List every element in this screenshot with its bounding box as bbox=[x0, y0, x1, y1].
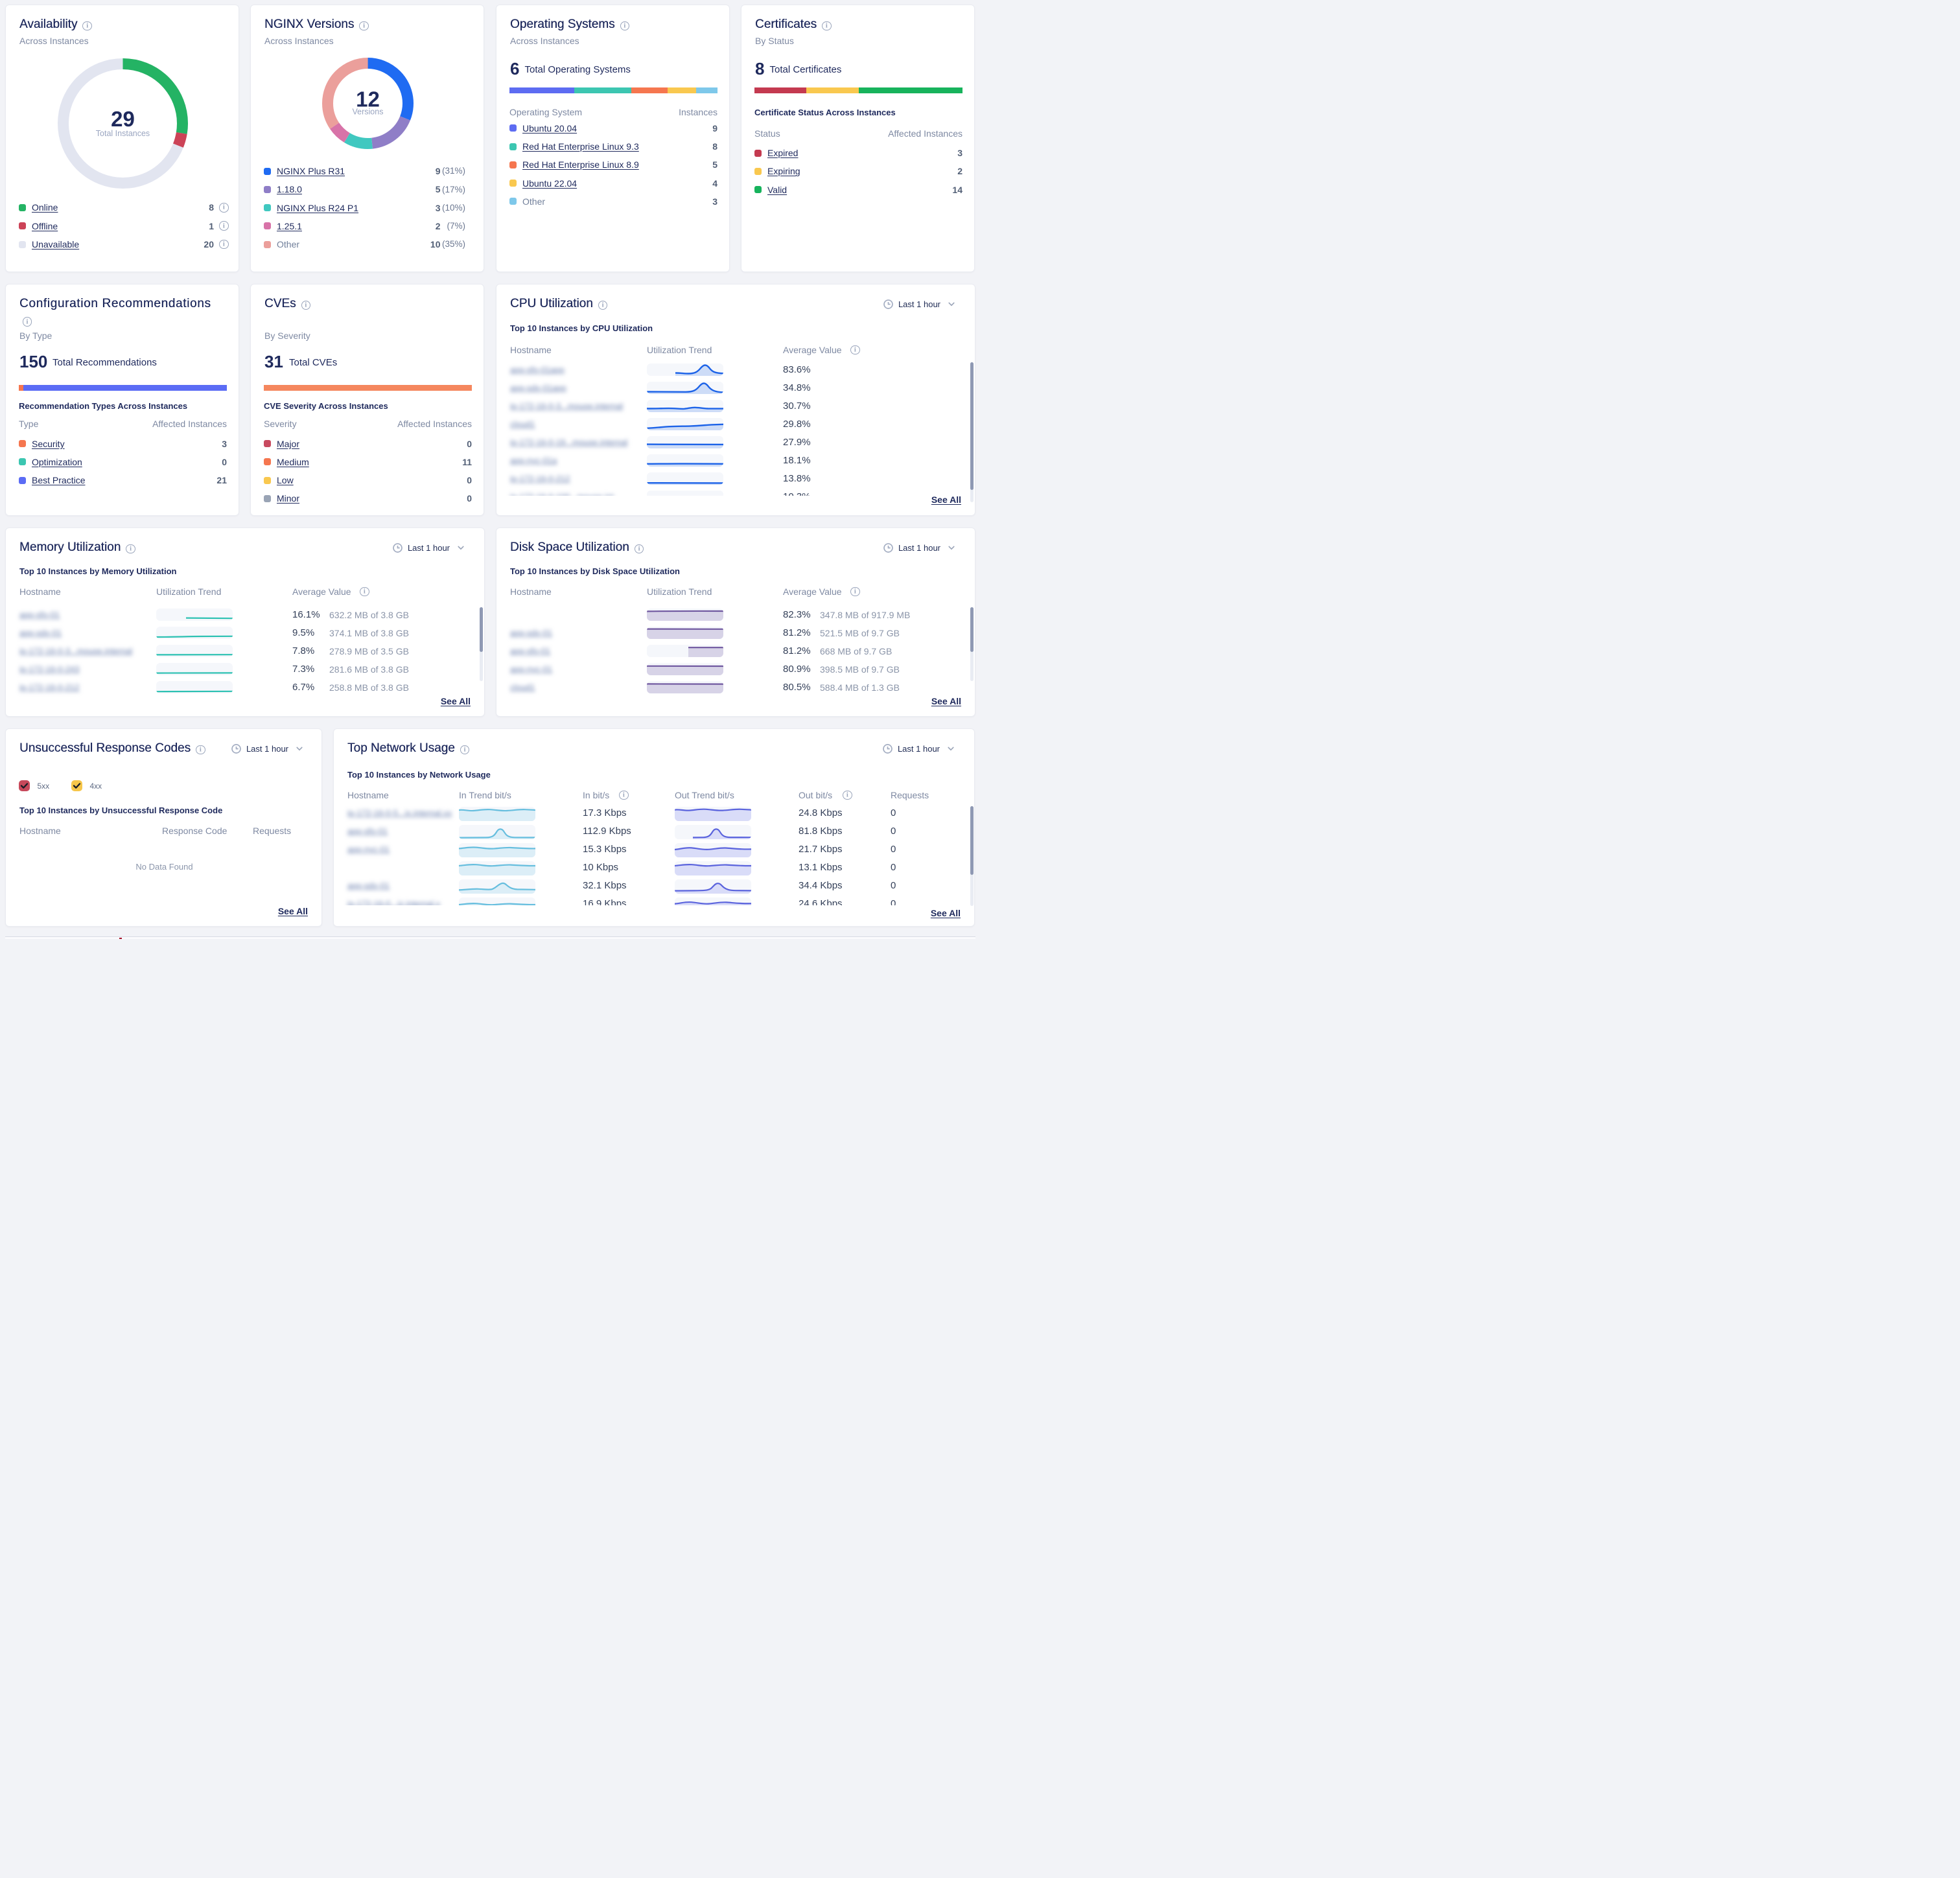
svg-text:29: 29 bbox=[111, 107, 135, 131]
svg-text:Total Instances: Total Instances bbox=[95, 128, 149, 137]
svg-text:12: 12 bbox=[356, 87, 380, 111]
svg-text:Versions: Versions bbox=[353, 107, 384, 116]
